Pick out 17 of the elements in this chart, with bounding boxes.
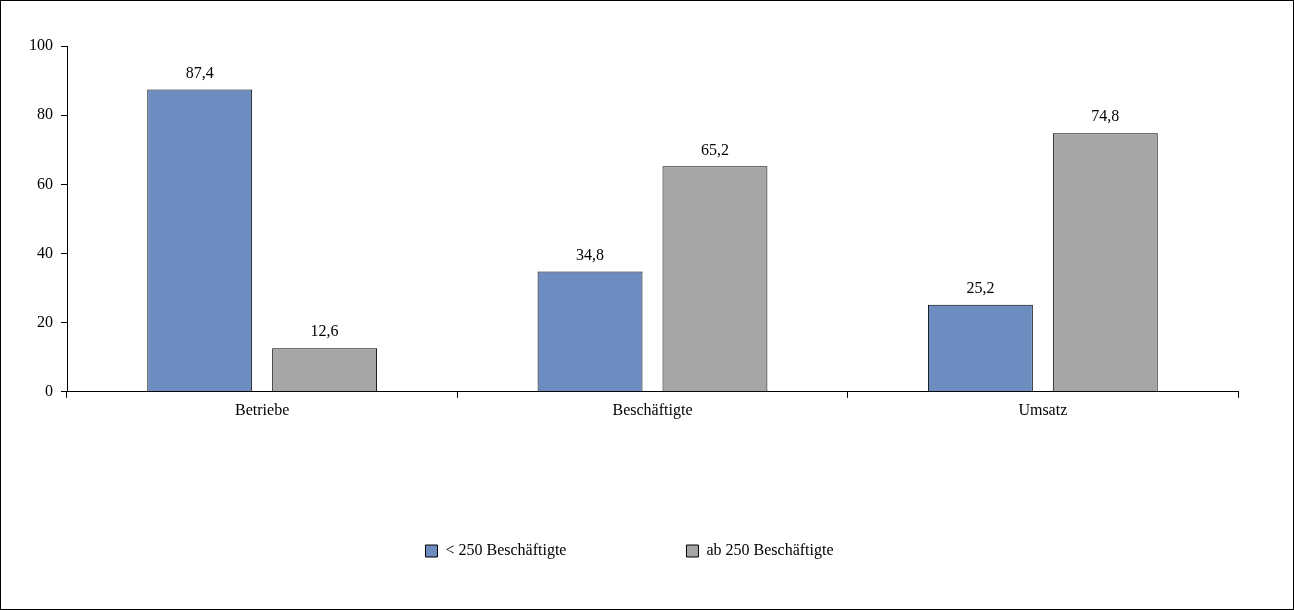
data-label: 25,2 — [966, 278, 995, 296]
data-label: 34,8 — [576, 245, 605, 263]
y-tick-label: 100 — [29, 36, 53, 54]
data-label: 87,4 — [185, 63, 214, 81]
x-tick-label: Beschäftigte — [612, 400, 693, 419]
x-tick-label: Umsatz — [1018, 400, 1068, 418]
x-tick-label: Betriebe — [235, 400, 290, 418]
legend-label: < 250 Beschäftigte — [445, 541, 567, 560]
data-label: 12,6 — [310, 322, 339, 340]
y-tick-label: 40 — [37, 243, 53, 261]
legend-label: ab 250 Beschäftigte — [706, 541, 834, 560]
data-label: 74,8 — [1091, 107, 1120, 125]
y-tick-label: 60 — [37, 174, 53, 192]
y-tick-label: 0 — [45, 382, 53, 399]
data-label: 65,2 — [700, 140, 729, 158]
y-tick-label: 80 — [37, 105, 53, 123]
y-tick-label: 20 — [37, 312, 53, 330]
